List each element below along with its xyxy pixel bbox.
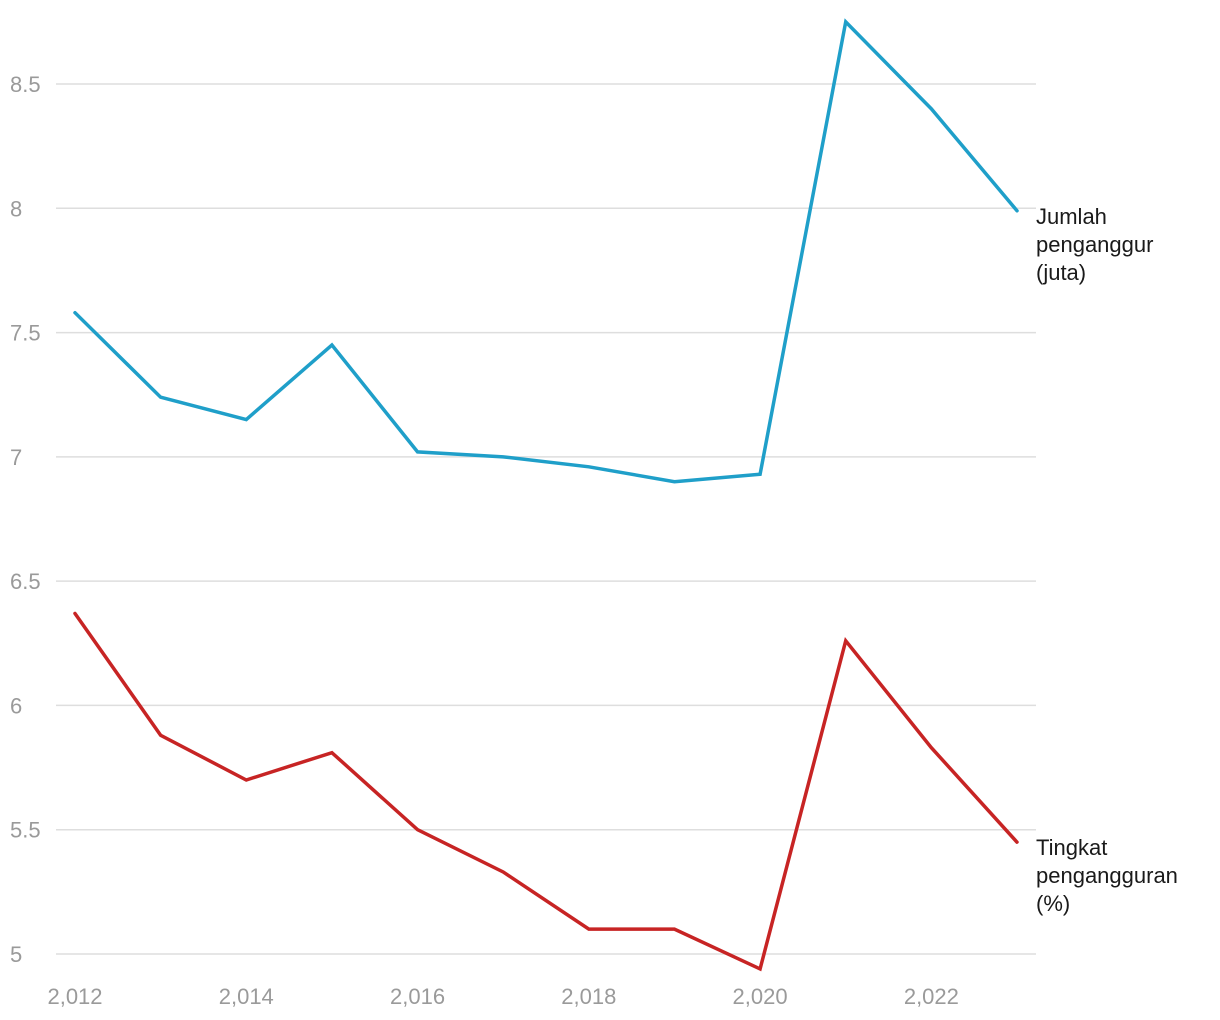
series-label-line: (%): [1036, 891, 1070, 916]
x-tick-label: 2,020: [733, 984, 788, 1009]
y-tick-label: 6.5: [10, 569, 41, 594]
grid-layer: [56, 83, 1036, 955]
series-label-line: pengangguran: [1036, 863, 1178, 888]
series-label: Tingkat pengangguran (%): [1036, 835, 1178, 916]
y-tick-label: 8.5: [10, 72, 41, 97]
y-tick-label: 6: [10, 693, 22, 718]
y-tick-label: 7: [10, 445, 22, 470]
series-line-tingkat-pengangguran: [73, 611, 1019, 972]
series-layer: [73, 18, 1019, 972]
y-tick-label: 7.5: [10, 321, 41, 346]
x-tick-label: 2,012: [47, 984, 102, 1009]
series-line-jumlah-penganggur: [73, 18, 1019, 484]
series-label-line: (juta): [1036, 260, 1086, 285]
series-label: Jumlah penganggur (juta): [1036, 204, 1153, 285]
x-tick-label: 2,018: [561, 984, 616, 1009]
series-label-line: Jumlah: [1036, 204, 1107, 229]
x-axis: 2,012 2,014 2,016 2,018 2,020 2,022: [47, 984, 958, 1009]
series-label-line: penganggur: [1036, 232, 1153, 257]
x-tick-label: 2,016: [390, 984, 445, 1009]
x-tick-label: 2,014: [219, 984, 274, 1009]
series-labels: Jumlah penganggur (juta) Tingkat penganggura…: [1036, 204, 1178, 916]
y-axis: 5 5.5 6 6.5 7 7.5 8 8.5: [10, 72, 41, 967]
y-tick-label: 5.5: [10, 818, 41, 843]
y-tick-label: 5: [10, 942, 22, 967]
y-tick-label: 8: [10, 196, 22, 221]
series-label-line: Tingkat: [1036, 835, 1107, 860]
x-tick-label: 2,022: [904, 984, 959, 1009]
